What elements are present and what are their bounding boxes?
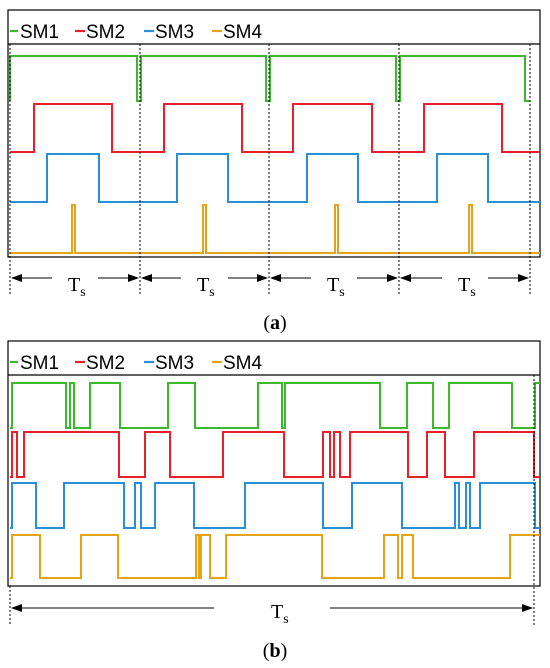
legend-label-sm1-b: SM1 bbox=[20, 353, 59, 374]
waveform-sm2-b bbox=[10, 431, 540, 478]
legend-label-sm4-b: SM4 bbox=[223, 353, 263, 374]
period-span-a-2: Ts bbox=[141, 274, 268, 300]
legend-label-sm2: SM2 bbox=[86, 22, 125, 43]
panel-a-period-markers: Ts Ts Ts Ts bbox=[9, 44, 531, 300]
panel-a-caption: (a) bbox=[263, 312, 286, 334]
panel-b-legend: SM1 SM2 SM3 SM4 bbox=[10, 353, 263, 374]
period-label-a-2: Ts bbox=[197, 274, 215, 300]
waveform-sm4-b bbox=[10, 534, 540, 579]
period-label-a-4: Ts bbox=[458, 274, 476, 300]
period-span-a-3: Ts bbox=[270, 274, 398, 300]
panel-b-caption: (b) bbox=[263, 640, 287, 662]
waveform-sm3-a bbox=[10, 153, 540, 203]
panel-a-waveforms bbox=[9, 55, 540, 254]
panel-a-legend: SM1 SM2 SM3 SM4 bbox=[10, 22, 263, 43]
legend-label-sm2-b: SM2 bbox=[86, 353, 125, 374]
legend-label-sm4: SM4 bbox=[223, 22, 263, 43]
period-label-a-1: Ts bbox=[68, 274, 86, 300]
period-span-b-1: Ts bbox=[11, 601, 533, 627]
waveform-sm3-b bbox=[10, 482, 540, 529]
waveform-sm1-a bbox=[9, 55, 530, 102]
panel-b-period-markers: Ts bbox=[9, 375, 535, 627]
period-label-b-1: Ts bbox=[271, 601, 289, 627]
legend-label-sm3: SM3 bbox=[155, 22, 194, 43]
panel-b-frame bbox=[7, 340, 541, 587]
waveform-sm2-a bbox=[10, 103, 540, 153]
panel-a: SM1 SM2 SM3 SM4 Ts bbox=[7, 9, 541, 334]
legend-label-sm1: SM1 bbox=[20, 22, 59, 43]
panel-b: SM1 SM2 SM3 SM4 Ts (b) bbox=[7, 340, 541, 662]
waveform-sm1-b bbox=[10, 382, 540, 429]
period-span-a-4: Ts bbox=[400, 274, 529, 300]
panel-a-frame bbox=[7, 9, 541, 258]
panel-b-waveforms bbox=[10, 382, 540, 579]
period-label-a-3: Ts bbox=[327, 274, 345, 300]
waveform-sm4-a bbox=[10, 204, 540, 254]
period-span-a-1: Ts bbox=[11, 274, 139, 300]
legend-label-sm3-b: SM3 bbox=[155, 353, 194, 374]
